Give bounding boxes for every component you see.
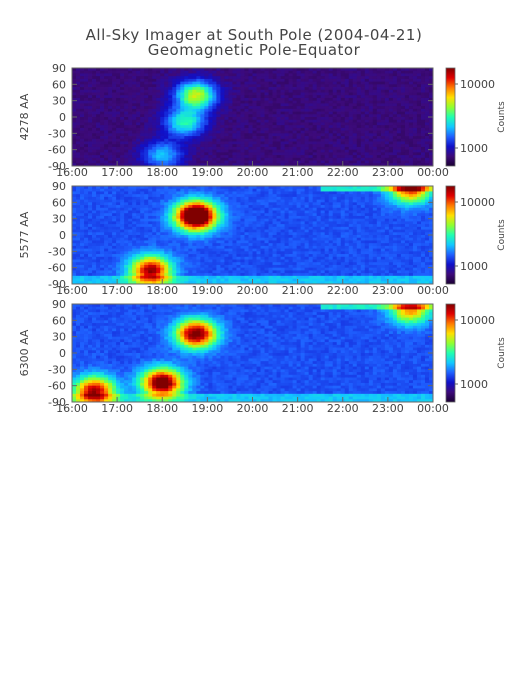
heatmap-image (72, 68, 434, 167)
x-tick-label: 22:00 (327, 166, 359, 179)
x-tick-label: 19:00 (192, 402, 224, 415)
x-tick-label: 18:00 (146, 166, 178, 179)
colorbar (445, 303, 456, 403)
x-tick-label: 00:00 (417, 284, 449, 297)
y-tick-label: 90 (52, 180, 66, 193)
y-tick-label: 0 (59, 111, 66, 124)
colorbar-label: Counts (497, 101, 507, 133)
x-tick-label: 16:00 (56, 402, 88, 415)
y-tick-label: -90 (48, 396, 66, 409)
colorbar-tick-label: 10000 (460, 196, 495, 209)
x-tick-label: 23:00 (372, 166, 404, 179)
x-tick-label: 18:00 (146, 402, 178, 415)
x-tick-label: 23:00 (372, 284, 404, 297)
colorbar-tick-label: 1000 (460, 260, 488, 273)
x-tick-label: 16:00 (56, 166, 88, 179)
y-tick-label: 60 (52, 78, 66, 91)
y-tick-label: -60 (48, 144, 66, 157)
colorbar (445, 67, 456, 167)
x-tick-label: 20:00 (237, 284, 269, 297)
y-tick-label: 60 (52, 314, 66, 327)
y-axis-label: 6300 AA (18, 329, 31, 376)
y-tick-label: 90 (52, 62, 66, 75)
x-tick-label: 00:00 (417, 402, 449, 415)
colorbar-tick-label: 1000 (460, 142, 488, 155)
x-tick-label: 23:00 (372, 402, 404, 415)
x-tick-label: 20:00 (237, 402, 269, 415)
x-tick-label: 22:00 (327, 284, 359, 297)
x-tick-label: 17:00 (101, 402, 133, 415)
y-tick-label: -60 (48, 380, 66, 393)
y-tick-label: 30 (52, 95, 66, 108)
y-tick-label: -30 (48, 245, 66, 258)
x-tick-label: 22:00 (327, 402, 359, 415)
y-tick-label: 0 (59, 229, 66, 242)
y-tick-label: -90 (48, 160, 66, 173)
y-tick-label: -60 (48, 262, 66, 275)
x-tick-label: 16:00 (56, 284, 88, 297)
heatmap-image (72, 304, 434, 403)
colorbar (445, 185, 456, 285)
y-tick-label: 0 (59, 347, 66, 360)
figure-subtitle: Geomagnetic Pole-Equator (148, 41, 361, 59)
colorbar-label: Counts (497, 337, 507, 369)
figure-title: All-Sky Imager at South Pole (2004-04-21… (86, 26, 423, 44)
y-tick-label: -90 (48, 278, 66, 291)
y-axis-label: 5577 AA (18, 211, 31, 258)
colorbar-label: Counts (497, 219, 507, 251)
x-tick-label: 18:00 (146, 284, 178, 297)
x-tick-label: 21:00 (282, 284, 314, 297)
y-axis-label: 4278 AA (18, 93, 31, 140)
colorbar-tick-label: 10000 (460, 314, 495, 327)
colorbar-tick-label: 10000 (460, 78, 495, 91)
x-tick-label: 17:00 (101, 284, 133, 297)
x-tick-label: 17:00 (101, 166, 133, 179)
x-tick-label: 00:00 (417, 166, 449, 179)
x-tick-label: 19:00 (192, 284, 224, 297)
y-tick-label: -30 (48, 127, 66, 140)
y-tick-label: 90 (52, 298, 66, 311)
x-tick-label: 21:00 (282, 402, 314, 415)
y-tick-label: 30 (52, 331, 66, 344)
y-tick-label: 60 (52, 196, 66, 209)
x-tick-label: 19:00 (192, 166, 224, 179)
heatmap-image (72, 186, 434, 285)
x-tick-label: 21:00 (282, 166, 314, 179)
colorbar-tick-label: 1000 (460, 378, 488, 391)
y-tick-label: 30 (52, 213, 66, 226)
x-tick-label: 20:00 (237, 166, 269, 179)
y-tick-label: -30 (48, 363, 66, 376)
